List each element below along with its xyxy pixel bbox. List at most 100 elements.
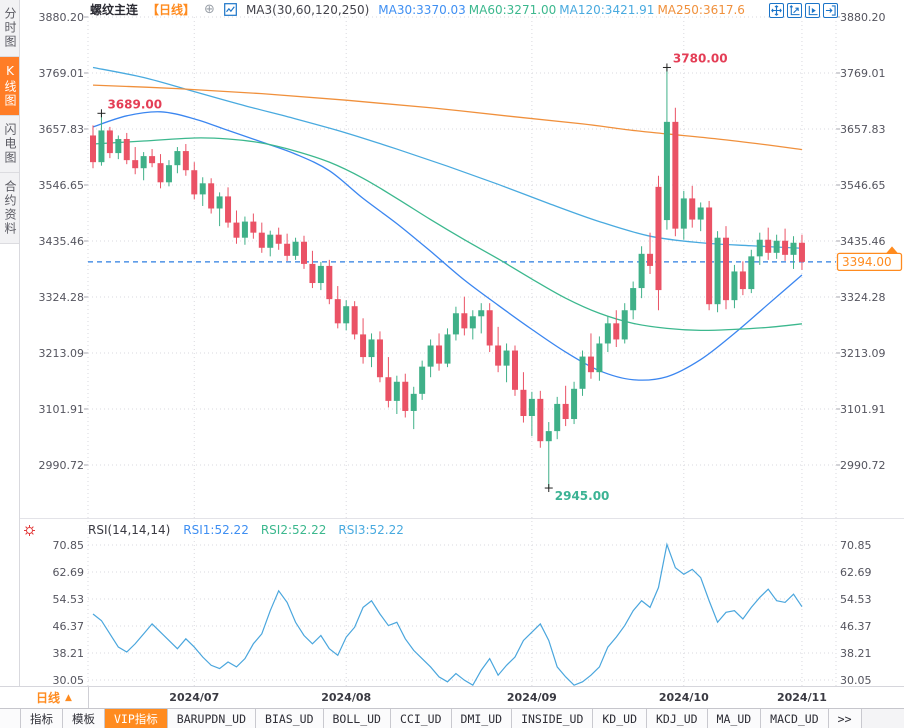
svg-text:30.05: 30.05 — [840, 674, 872, 687]
svg-text:2024/09: 2024/09 — [507, 691, 557, 704]
svg-text:3101.91: 3101.91 — [840, 403, 886, 416]
indicator-tab-MACD_UD[interactable]: MACD_UD — [761, 709, 829, 728]
indicator-tab-CCI_UD[interactable]: CCI_UD — [390, 709, 452, 728]
ma-line-MA250 — [92, 84, 803, 151]
svg-text:70.85: 70.85 — [53, 539, 85, 552]
svg-text:3213.09: 3213.09 — [840, 347, 886, 360]
svg-text:38.21: 38.21 — [53, 647, 85, 660]
ma-line-MA30 — [92, 111, 803, 381]
ma-value-label: MA30:3370.03 — [378, 2, 466, 17]
candlestick-mini-icon — [224, 3, 237, 16]
xaxis-divider — [0, 686, 904, 687]
chart-type-sidebar: 分时图 K线图 闪电图 合约资料 — [0, 0, 20, 686]
sidebar-tab-分时图[interactable]: 分时图 — [0, 0, 19, 57]
svg-text:62.69: 62.69 — [840, 566, 872, 579]
svg-text:3880.20: 3880.20 — [840, 11, 886, 24]
svg-text:2024/10: 2024/10 — [659, 691, 709, 704]
axis-zoom-icon[interactable] — [787, 3, 802, 18]
svg-text:38.21: 38.21 — [840, 647, 872, 660]
svg-text:3324.28: 3324.28 — [39, 291, 85, 304]
rsi-value-label: RSI3:52.22 — [338, 523, 404, 537]
last-price-tag[interactable]: 3394.00 — [836, 246, 903, 272]
svg-text:62.69: 62.69 — [53, 566, 85, 579]
indicator-tab-KDJ_UD[interactable]: KDJ_UD — [647, 709, 708, 728]
circle-plus-icon[interactable]: ⊕ — [204, 2, 215, 17]
timeframe-selector[interactable]: 日线 ▲ — [20, 687, 89, 708]
svg-text:30.05: 30.05 — [53, 674, 85, 687]
symbol-name: 螺纹主连 — [90, 3, 139, 17]
x-axis-labels: 2024/07 2024/08 2024/09 2024/10 2024/11 — [169, 691, 827, 704]
ma-value-label: MA250:3617.6 — [657, 2, 745, 17]
ma-lines — [92, 66, 803, 381]
svg-text:46.37: 46.37 — [53, 620, 85, 633]
svg-text:3213.09: 3213.09 — [39, 347, 85, 360]
ma-value-label: MA120:3421.91 — [559, 2, 655, 17]
svg-text:3546.65: 3546.65 — [39, 179, 85, 192]
rsi-value-label: RSI1:52.22 — [183, 523, 249, 537]
svg-text:3880.20: 3880.20 — [39, 11, 85, 24]
chevron-up-icon: ▲ — [65, 692, 72, 703]
ma-line-MA120 — [92, 66, 802, 249]
svg-text:3657.83: 3657.83 — [39, 123, 85, 136]
svg-text:3324.28: 3324.28 — [840, 291, 886, 304]
indicator-tab-BIAS_UD[interactable]: BIAS_UD — [256, 709, 324, 728]
tab-bar-spacer — [0, 709, 21, 728]
rsi-line — [92, 542, 803, 686]
svg-text:46.37: 46.37 — [840, 620, 872, 633]
svg-text:54.53: 54.53 — [53, 593, 85, 606]
svg-text:2024/07: 2024/07 — [169, 691, 219, 704]
crosshair-icon[interactable] — [769, 3, 784, 18]
svg-text:2990.72: 2990.72 — [39, 459, 85, 472]
svg-text:3780.00: 3780.00 — [673, 51, 728, 65]
rsi-values: RSI1:52.22 RSI2:52.22 RSI3:52.22 — [183, 523, 416, 537]
svg-text:3435.46: 3435.46 — [39, 235, 85, 248]
indicator-tab-bar: 指标 模板 VIP指标 BARUPDN_UD BIAS_UD BOLL_UD CCI_UD D… — [0, 708, 904, 728]
ma-settings-label[interactable]: MA3(30,60,120,250) — [245, 2, 370, 17]
svg-text:2024/08: 2024/08 — [321, 691, 371, 704]
svg-text:2024/11: 2024/11 — [777, 691, 827, 704]
indicator-tab-VIP指标[interactable]: VIP指标 — [105, 709, 168, 728]
svg-text:3546.65: 3546.65 — [840, 179, 886, 192]
rsi-value-label: RSI2:52.22 — [260, 523, 327, 537]
indicator-settings-icon[interactable] — [23, 524, 36, 540]
chart-canvas[interactable]: 3880.20 3880.20 3769.01 3769.01 3657.83 3657.… — [0, 0, 904, 708]
chart-toolbar — [769, 3, 838, 18]
period-tag: 【日线】 — [147, 3, 196, 17]
price-annotations: 3689.00 3780.00 2945.00 — [97, 51, 728, 503]
indicator-tab-INSIDE_UD[interactable]: INSIDE_UD — [512, 709, 594, 728]
price-axis-labels: 3880.20 3880.20 3769.01 3769.01 3657.83 3657.… — [39, 11, 886, 687]
candlesticks — [90, 67, 805, 489]
indicator-tab-DMI_UD[interactable]: DMI_UD — [451, 709, 513, 728]
indicator-tab-BOLL_UD[interactable]: BOLL_UD — [323, 709, 391, 728]
sidebar-tab-闪电图[interactable]: 闪电图 — [0, 116, 19, 173]
indicator-tab-MA_UD[interactable]: MA_UD — [707, 709, 762, 728]
svg-text:3435.46: 3435.46 — [840, 235, 886, 248]
exit-chart-icon[interactable] — [823, 3, 838, 18]
sidebar-tab-K线图[interactable]: K线图 — [0, 57, 19, 116]
rsi-panel-divider — [20, 518, 904, 519]
timeframe-label: 日线 — [36, 691, 61, 705]
svg-text:3769.01: 3769.01 — [840, 67, 886, 80]
svg-text:3769.01: 3769.01 — [39, 67, 85, 80]
axis-playback-icon[interactable] — [805, 3, 820, 18]
ma-line-MA60 — [92, 137, 803, 332]
svg-text:70.85: 70.85 — [840, 539, 872, 552]
svg-text:3394.00: 3394.00 — [842, 255, 892, 269]
svg-text:3657.83: 3657.83 — [840, 123, 886, 136]
indicator-tab-指标[interactable]: 指标 — [21, 709, 63, 728]
ma-value-label: MA60:3271.00 — [468, 2, 557, 17]
sidebar-tab-合约资料[interactable]: 合约资料 — [0, 173, 19, 244]
rsi-header: RSI(14,14,14) RSI1:52.22 RSI2:52.22 RSI3:5… — [88, 523, 416, 537]
indicator-tab-BARUPDN_UD[interactable]: BARUPDN_UD — [167, 709, 257, 728]
chart-header: 螺纹主连 【日线】 ⊕ MA3(30,60,120,250) MA30:3370… — [90, 1, 748, 18]
indicator-tab->>[interactable]: >> — [828, 709, 862, 728]
ma-values: MA30:3370.03 MA60:3271.00 MA120:3421.91 MA2… — [378, 3, 748, 17]
svg-text:54.53: 54.53 — [840, 593, 872, 606]
rsi-label[interactable]: RSI(14,14,14) — [88, 523, 171, 537]
svg-text:3689.00: 3689.00 — [107, 97, 162, 111]
grid — [84, 16, 840, 686]
indicator-tab-模板[interactable]: 模板 — [63, 709, 105, 728]
svg-text:2945.00: 2945.00 — [555, 489, 610, 503]
indicator-tab-KD_UD[interactable]: KD_UD — [593, 709, 647, 728]
